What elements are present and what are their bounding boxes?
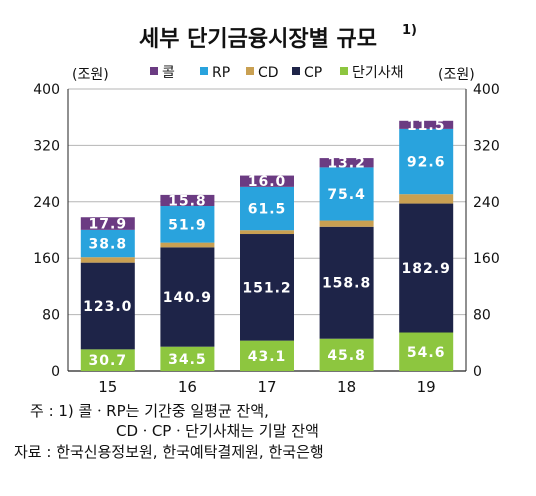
bar-콜-16 <box>160 194 215 207</box>
data-label-콜-18: 13.2 <box>327 156 366 172</box>
stacked-bar-chart: 세부 단기금융시장별 규모 1) (조원) (조원) 콜 RP CD CP 단기사채 0 0 80 80… <box>33 23 500 396</box>
y-unit-left: (조원) <box>72 67 109 83</box>
data-label-RP-19: 92.6 <box>407 155 446 171</box>
y-tick-right-4: 320 <box>473 138 500 154</box>
x-tick-2: 17 <box>257 378 276 396</box>
data-label-RP-17: 61.5 <box>248 202 287 218</box>
chart-title-superscript: 1) <box>402 23 417 38</box>
y-tick-left-5: 400 <box>33 82 60 98</box>
data-label-RP-18: 75.4 <box>327 187 366 203</box>
data-label-단기사채-19: 54.6 <box>407 345 446 361</box>
legend-label-4: 단기사채 <box>352 65 404 81</box>
bar-CP-19 <box>399 203 454 333</box>
data-label-CP-17: 151.2 <box>242 280 291 296</box>
x-tick-0: 15 <box>98 378 117 396</box>
y-tick-left-1: 80 <box>42 308 60 324</box>
legend-label-1: RP <box>212 65 230 81</box>
bar-CP-15 <box>80 262 135 350</box>
y-tick-right-2: 160 <box>473 251 500 267</box>
footnote-line-1: 주 : 1) 콜ㆍRP는 기간중 일평균 잔액, <box>30 402 269 420</box>
chart-title: 세부 단기금융시장별 규모 <box>139 27 377 52</box>
bar-콜-15 <box>80 217 135 230</box>
bar-CP-16 <box>160 247 215 347</box>
bar-RP-19 <box>399 128 454 195</box>
bar-콜-18 <box>319 158 374 168</box>
y-tick-right-0: 0 <box>473 364 482 380</box>
legend-swatch-4 <box>340 67 348 75</box>
y-tick-left-2: 160 <box>33 251 60 267</box>
legend-swatch-1 <box>200 67 208 75</box>
legend-swatch-3 <box>292 67 300 75</box>
x-tick-4: 19 <box>417 378 436 396</box>
source-line: 자료 : 한국신용정보원, 한국예탁결제원, 한국은행 <box>14 443 324 461</box>
bar-CD-18 <box>319 220 374 227</box>
y-tick-right-5: 400 <box>473 82 500 98</box>
data-label-RP-15: 38.8 <box>89 237 128 253</box>
legend-swatch-2 <box>246 67 254 75</box>
bar-콜-17 <box>240 175 294 187</box>
bar-RP-16 <box>160 206 215 243</box>
data-label-콜-17: 16.0 <box>248 174 287 190</box>
bar-CP-17 <box>240 234 294 341</box>
data-label-콜-16: 15.8 <box>168 193 207 209</box>
y-tick-left-3: 240 <box>33 195 60 211</box>
legend-label-2: CD <box>258 65 279 81</box>
data-label-CP-19: 182.9 <box>402 261 451 277</box>
data-label-CP-16: 140.9 <box>163 290 212 306</box>
data-label-콜-19: 11.5 <box>407 118 446 134</box>
bar-CD-15 <box>80 257 135 263</box>
data-label-RP-16: 51.9 <box>168 217 207 233</box>
bar-콜-19 <box>399 120 454 129</box>
bar-단기사채-17 <box>240 340 294 371</box>
bar-단기사채-16 <box>160 346 215 371</box>
data-label-CP-18: 158.8 <box>322 276 371 292</box>
legend-label-0: 콜 <box>162 65 175 81</box>
bar-RP-18 <box>319 167 374 221</box>
bar-단기사채-18 <box>319 338 374 371</box>
x-tick-3: 18 <box>337 378 356 396</box>
bar-CD-16 <box>160 242 215 248</box>
y-tick-left-0: 0 <box>51 364 60 380</box>
y-tick-right-3: 240 <box>473 195 500 211</box>
footnote-line-2: CDㆍCPㆍ단기사채는 기말 잔액 <box>116 422 319 440</box>
legend-swatch-0 <box>150 67 158 75</box>
y-tick-left-4: 320 <box>33 138 60 154</box>
y-unit-right: (조원) <box>438 67 475 83</box>
y-tick-right-1: 80 <box>473 308 491 324</box>
legend-label-3: CP <box>304 65 322 81</box>
data-label-단기사채-15: 30.7 <box>89 353 128 369</box>
data-label-CP-15: 123.0 <box>83 299 132 315</box>
data-label-콜-15: 17.9 <box>89 217 128 233</box>
data-label-단기사채-18: 45.8 <box>327 348 366 364</box>
bar-CD-19 <box>399 194 454 204</box>
bar-단기사채-15 <box>80 349 135 371</box>
x-tick-1: 16 <box>178 378 197 396</box>
data-label-단기사채-16: 34.5 <box>168 352 207 368</box>
bar-단기사채-19 <box>399 332 454 371</box>
bar-CP-18 <box>319 226 374 339</box>
bar-RP-17 <box>240 186 294 231</box>
bar-CD-17 <box>240 230 294 235</box>
data-label-단기사채-17: 43.1 <box>248 349 287 365</box>
bar-RP-15 <box>80 229 135 258</box>
